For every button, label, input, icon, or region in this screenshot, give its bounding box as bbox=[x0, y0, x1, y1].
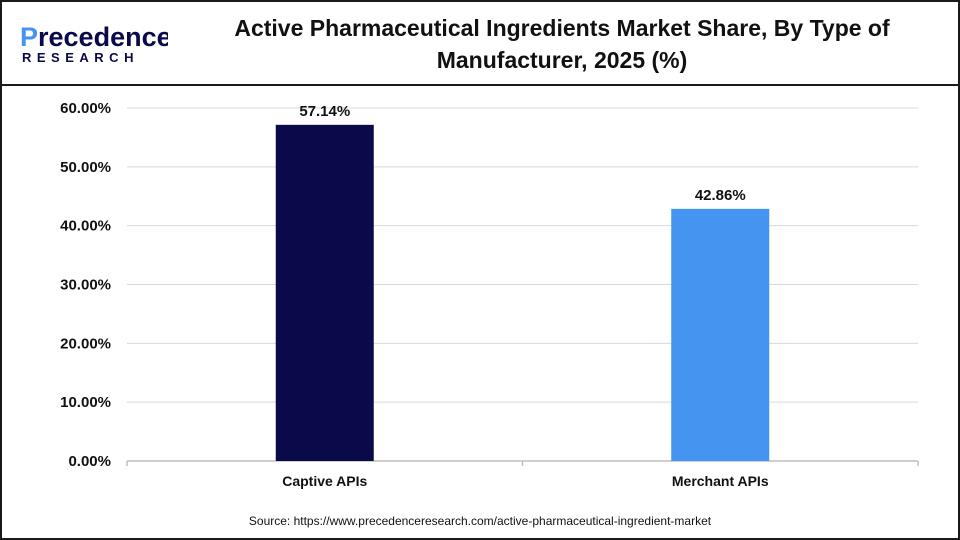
logo-brand-initial: P bbox=[20, 22, 38, 52]
y-tick-label: 50.00% bbox=[60, 159, 111, 176]
logo-brand-rest: recedence bbox=[38, 22, 168, 52]
chart-title-line2: Manufacturer, 2025 (%) bbox=[436, 47, 688, 73]
bar-chart: 0.00% 10.00% 20.00% 30.00% 40.00% 50.00% 60.00… bbox=[60, 100, 919, 489]
bar-1 bbox=[275, 124, 374, 462]
header: Precedence RESEARCH Active Pharmaceutica… bbox=[2, 2, 958, 84]
logo-brand: Precedence bbox=[20, 22, 168, 52]
bar-2 bbox=[671, 208, 770, 461]
y-tick-label: 10.00% bbox=[60, 394, 111, 411]
y-tick-label: 40.00% bbox=[60, 218, 111, 235]
source-note: Source: https://www.precedenceresearch.c… bbox=[248, 514, 712, 528]
chart-title-line1: Active Pharmaceutical Ingredients Market… bbox=[234, 15, 890, 41]
y-tick-label: 20.00% bbox=[60, 335, 111, 352]
logo-subtitle: RESEARCH bbox=[22, 50, 139, 65]
y-tick-label: 30.00% bbox=[60, 277, 111, 294]
x-tick-label: Captive APIs bbox=[282, 473, 367, 489]
y-tick-label: 60.00% bbox=[60, 100, 111, 117]
data-label: 42.86% bbox=[695, 187, 746, 204]
x-tick-label: Merchant APIs bbox=[672, 473, 769, 489]
header-divider bbox=[2, 84, 958, 86]
chart-title: Active Pharmaceutical Ingredients Market… bbox=[192, 12, 932, 76]
y-tick-label: 0.00% bbox=[68, 453, 111, 470]
precedence-research-logo: Precedence RESEARCH bbox=[20, 22, 168, 65]
data-label: 57.14% bbox=[299, 103, 350, 120]
